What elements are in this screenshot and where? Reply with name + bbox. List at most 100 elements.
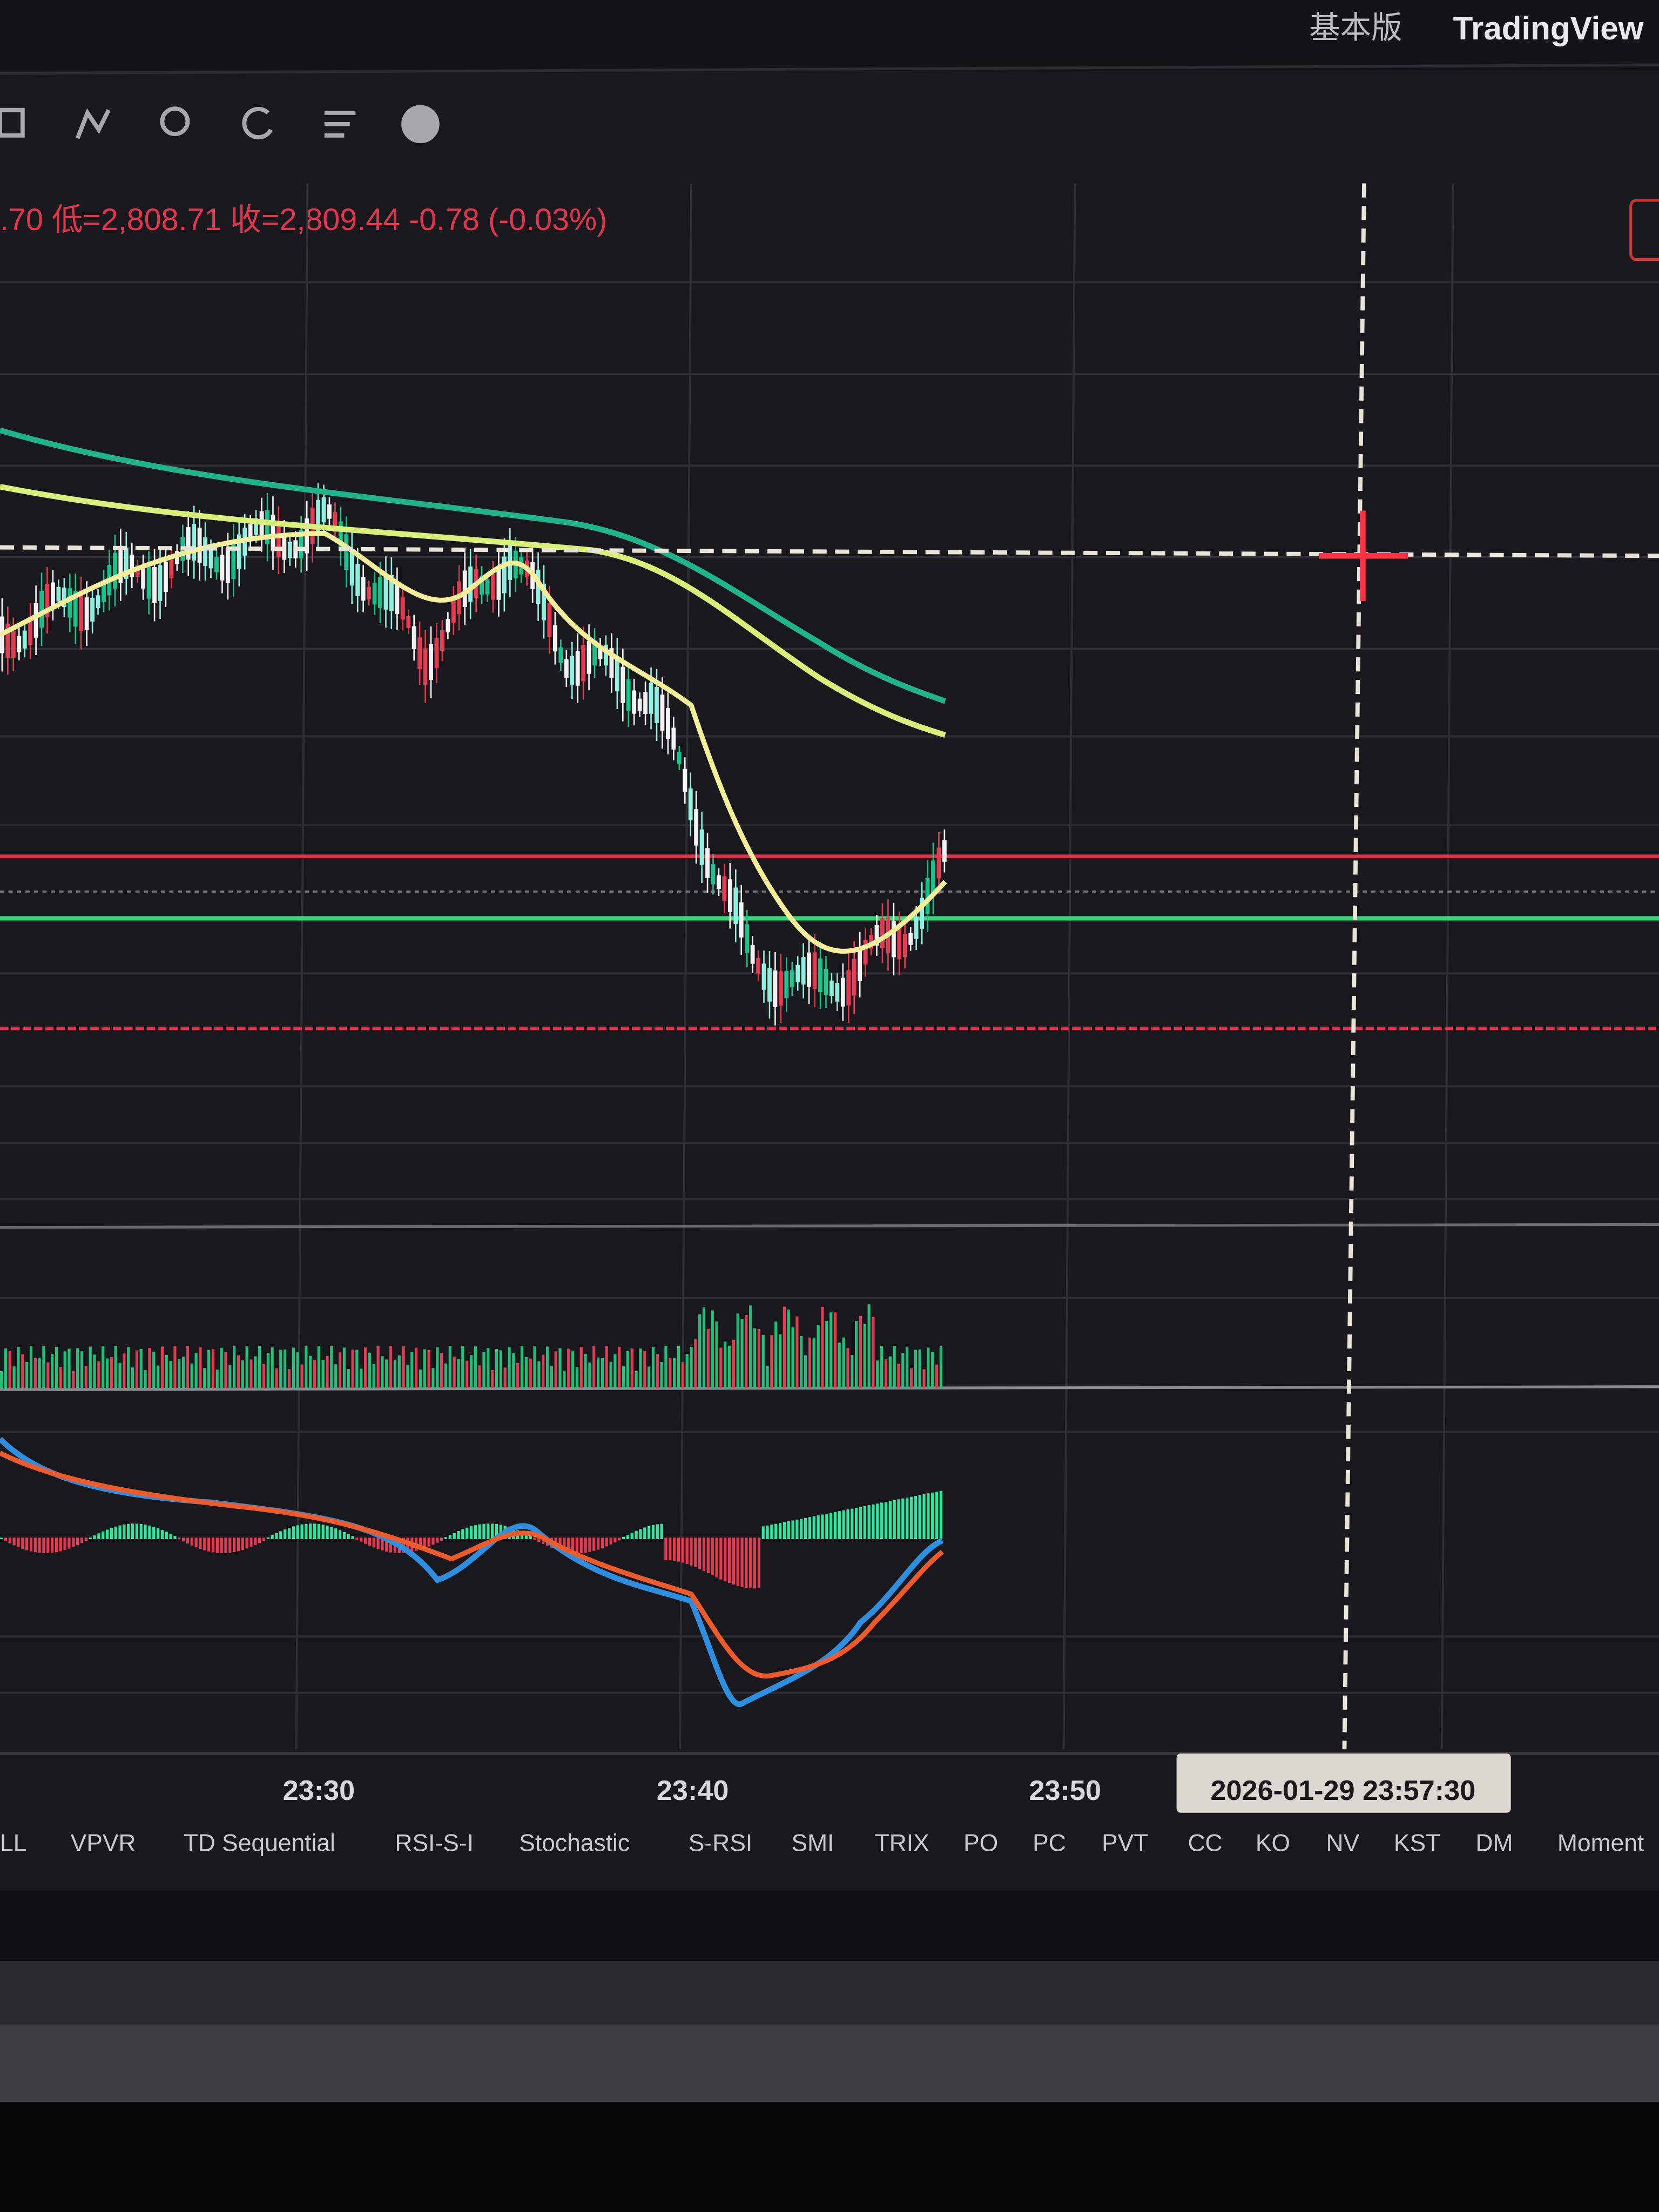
candle-body bbox=[130, 554, 134, 577]
histogram-bar bbox=[575, 1537, 579, 1554]
histogram-bar bbox=[42, 1537, 45, 1554]
volume-bar bbox=[309, 1355, 312, 1388]
indicator-tab[interactable]: VPVR bbox=[71, 1830, 136, 1856]
indicator-tab[interactable]: CC bbox=[1188, 1830, 1223, 1856]
volume-bar bbox=[909, 1368, 913, 1388]
histogram-bar bbox=[279, 1531, 282, 1539]
candle-body bbox=[671, 727, 676, 750]
histogram-bar bbox=[931, 1492, 934, 1539]
volume-bar bbox=[423, 1349, 426, 1388]
volume-bar bbox=[588, 1362, 591, 1388]
volume-bar bbox=[698, 1314, 702, 1388]
indicator-tab[interactable]: PVT bbox=[1102, 1830, 1148, 1856]
volume-bar bbox=[279, 1350, 282, 1388]
volume-bar bbox=[482, 1351, 485, 1388]
crosshair-time: 2026-01-29 23:57:30 bbox=[1210, 1775, 1475, 1806]
histogram-bar bbox=[127, 1523, 130, 1539]
volume-bar bbox=[402, 1346, 405, 1388]
volume-bar bbox=[186, 1346, 190, 1388]
indicator-tab[interactable]: RSI-S-I bbox=[395, 1830, 474, 1856]
tool-icon[interactable] bbox=[324, 111, 356, 138]
histogram-bar bbox=[173, 1535, 177, 1539]
volume-bar bbox=[550, 1366, 553, 1388]
histogram-bar bbox=[867, 1505, 871, 1539]
candle-body bbox=[73, 591, 78, 627]
volume-bar bbox=[783, 1306, 786, 1388]
volume-bar bbox=[643, 1351, 646, 1388]
candle-body bbox=[338, 521, 343, 551]
indicator-tab[interactable]: Stochastic bbox=[519, 1830, 630, 1856]
indicator-tab[interactable]: TRIX bbox=[875, 1830, 929, 1856]
volume-bar bbox=[215, 1370, 219, 1388]
histogram-bar bbox=[842, 1510, 845, 1539]
indicator-tab[interactable]: SMI bbox=[791, 1830, 834, 1856]
histogram-bar bbox=[622, 1536, 625, 1539]
histogram-bar bbox=[656, 1524, 659, 1539]
indicator-tab[interactable]: S-RSI bbox=[689, 1830, 752, 1856]
tool-icon[interactable] bbox=[242, 107, 273, 140]
volume-bar bbox=[360, 1368, 363, 1388]
histogram-bar bbox=[203, 1537, 206, 1550]
histogram-bar bbox=[563, 1537, 566, 1552]
histogram-bar bbox=[76, 1537, 79, 1546]
indicator-tab[interactable]: PC bbox=[1033, 1830, 1066, 1856]
volume-bar bbox=[190, 1363, 193, 1388]
volume-bar bbox=[397, 1355, 401, 1388]
histogram-bar bbox=[630, 1533, 633, 1539]
volume-bar bbox=[664, 1346, 667, 1388]
tool-icon[interactable] bbox=[401, 105, 440, 144]
histogram-bar bbox=[419, 1537, 422, 1550]
histogram-bar bbox=[681, 1537, 684, 1563]
indicator-tab[interactable]: LL bbox=[0, 1830, 26, 1856]
brand-label[interactable]: TradingView bbox=[1453, 10, 1644, 46]
indicator-tab[interactable]: NV bbox=[1326, 1830, 1360, 1856]
indicator-tab[interactable]: TD Sequential bbox=[184, 1830, 335, 1856]
histogram-bar bbox=[258, 1537, 261, 1543]
histogram-bar bbox=[927, 1493, 930, 1539]
indicator-tab[interactable]: KST bbox=[1394, 1830, 1440, 1856]
volume-bar bbox=[736, 1313, 739, 1388]
candle-body bbox=[739, 902, 744, 938]
volume-bar bbox=[880, 1346, 884, 1388]
indicator-tab[interactable]: DM bbox=[1475, 1830, 1513, 1856]
volume-bar bbox=[884, 1359, 888, 1388]
histogram-bar bbox=[495, 1524, 498, 1539]
candle-body bbox=[942, 840, 947, 862]
volume-bar bbox=[313, 1360, 316, 1388]
tool-icon[interactable] bbox=[76, 108, 111, 139]
histogram-bar bbox=[605, 1537, 608, 1547]
volume-bar bbox=[503, 1367, 507, 1388]
histogram-bar bbox=[351, 1536, 354, 1539]
volume-bar bbox=[605, 1346, 608, 1388]
candle-body bbox=[683, 768, 687, 792]
histogram-bar bbox=[372, 1537, 375, 1548]
histogram-bar bbox=[305, 1523, 308, 1539]
volume-bar bbox=[266, 1352, 269, 1388]
volume-bar bbox=[508, 1347, 511, 1388]
volume-bar bbox=[533, 1346, 536, 1388]
histogram-bar bbox=[579, 1537, 583, 1553]
candle-body bbox=[818, 958, 822, 993]
side-button[interactable] bbox=[1629, 199, 1659, 261]
histogram-bar bbox=[482, 1523, 485, 1539]
tool-icon[interactable] bbox=[0, 107, 25, 138]
tool-icon[interactable] bbox=[160, 106, 190, 137]
indicator-tab[interactable]: PO bbox=[963, 1830, 998, 1856]
candle-body bbox=[621, 666, 625, 704]
candle-body bbox=[835, 982, 840, 1002]
volume-bar bbox=[51, 1353, 54, 1388]
volume-bar bbox=[466, 1360, 469, 1388]
candle-body bbox=[11, 631, 16, 658]
candle-body bbox=[203, 537, 207, 567]
histogram-bar bbox=[123, 1524, 126, 1539]
candle-body bbox=[62, 588, 66, 608]
indicator-tab[interactable]: KO bbox=[1256, 1830, 1290, 1856]
volume-bar bbox=[385, 1359, 388, 1388]
volume-bar bbox=[105, 1358, 109, 1388]
candle-body bbox=[745, 924, 750, 953]
histogram-bar bbox=[453, 1533, 456, 1539]
indicator-tab[interactable]: Moment bbox=[1557, 1830, 1644, 1856]
edition-label[interactable]: 基本版 bbox=[1309, 11, 1402, 45]
candle-body bbox=[118, 547, 123, 583]
histogram-bar bbox=[152, 1527, 156, 1539]
